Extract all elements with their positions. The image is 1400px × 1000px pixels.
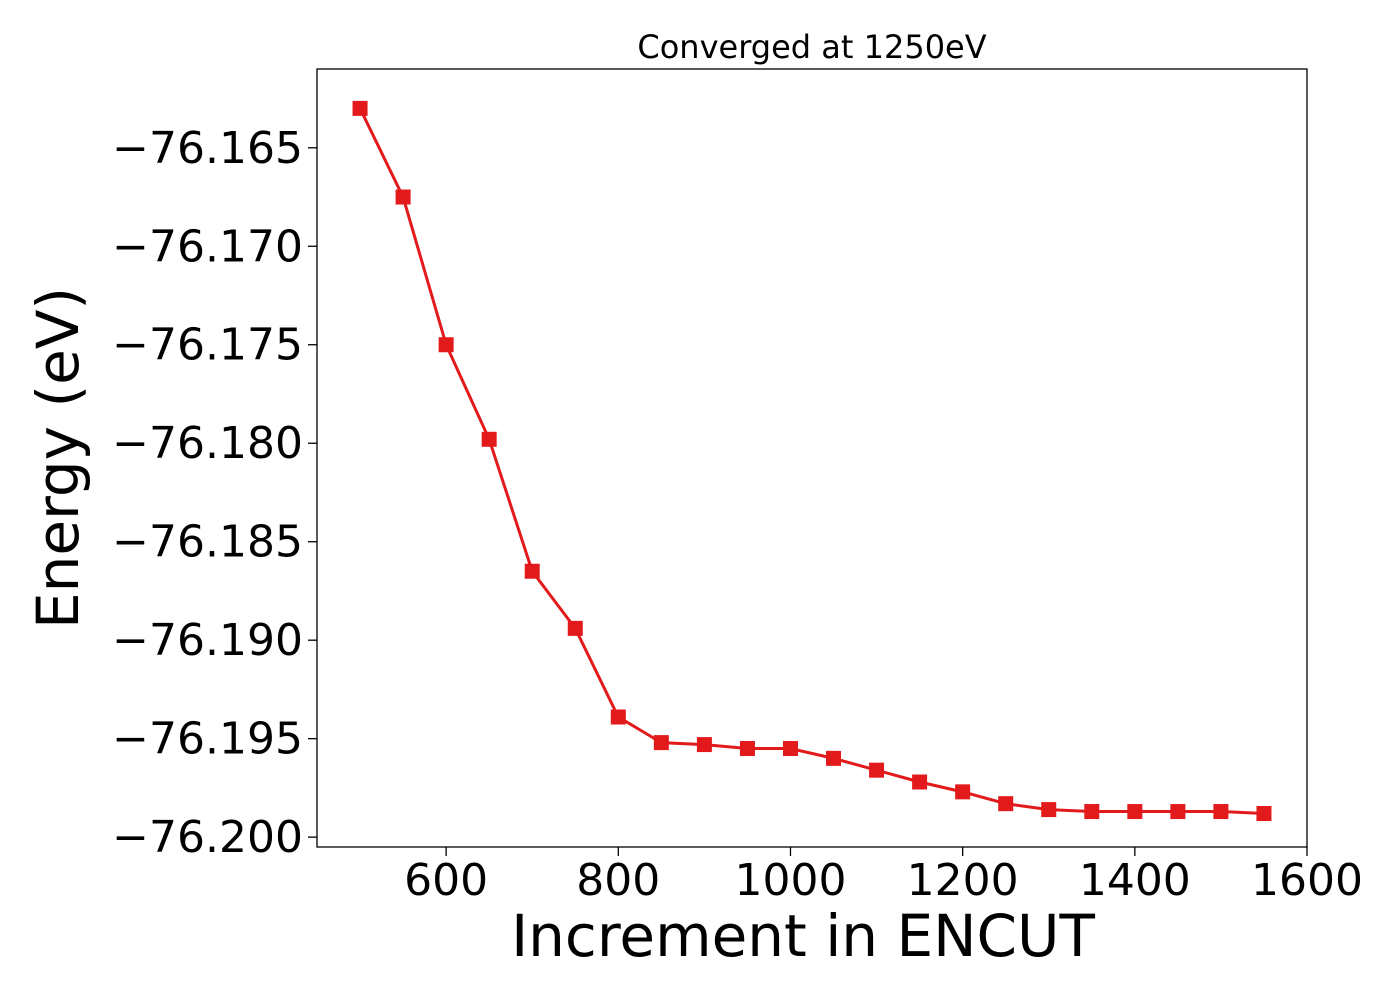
- chart-title: Converged at 1250eV: [637, 28, 986, 66]
- data-point-marker: [696, 737, 712, 753]
- x-tick-label: 1200: [907, 855, 1019, 906]
- x-tick-label: 1000: [734, 855, 846, 906]
- plot-frame: [316, 68, 1308, 848]
- x-tick-label: 800: [576, 855, 660, 906]
- data-point-marker: [524, 563, 540, 579]
- data-point-marker: [1041, 802, 1057, 818]
- data-point-marker: [869, 762, 885, 778]
- x-tick-label: 600: [404, 855, 488, 906]
- y-tick-label: −76.200: [112, 812, 303, 863]
- x-axis-ticks: 600 800 1000 1200 1400 1600: [404, 847, 1363, 906]
- data-point-marker: [1213, 804, 1229, 820]
- data-point-marker: [567, 620, 583, 636]
- energy-series-markers: [352, 100, 1272, 822]
- y-tick-label: −76.170: [112, 221, 303, 272]
- data-point-marker: [352, 100, 368, 116]
- data-point-marker: [481, 431, 497, 447]
- x-tick-label: 1400: [1079, 855, 1191, 906]
- data-point-marker: [610, 709, 626, 725]
- data-point-marker: [1084, 804, 1100, 820]
- data-point-marker: [955, 784, 971, 800]
- y-tick-label: −76.175: [112, 320, 303, 371]
- data-point-marker: [1127, 804, 1143, 820]
- y-axis-label: Energy (eV): [24, 287, 92, 629]
- data-point-marker: [1170, 804, 1186, 820]
- x-axis-label: Increment in ENCUT: [511, 902, 1095, 970]
- x-tick-label: 1600: [1251, 855, 1363, 906]
- y-tick-label: −76.195: [112, 714, 303, 765]
- y-tick-label: −76.190: [112, 615, 303, 666]
- data-point-marker: [739, 741, 755, 757]
- data-point-marker: [395, 189, 411, 205]
- data-point-marker: [912, 774, 928, 790]
- energy-series-line: [358, 107, 1265, 816]
- data-point-marker: [653, 735, 669, 751]
- y-tick-label: −76.180: [112, 418, 303, 469]
- data-point-marker: [826, 750, 842, 766]
- data-point-marker: [782, 741, 798, 757]
- data-point-marker: [998, 796, 1014, 812]
- y-tick-label: −76.165: [112, 123, 303, 174]
- data-point-marker: [1256, 806, 1272, 822]
- y-axis-ticks: −76.165 −76.170 −76.175 −76.180 −76.185 −76.1…: [112, 123, 317, 863]
- y-tick-label: −76.185: [112, 517, 303, 568]
- data-point-marker: [438, 337, 454, 353]
